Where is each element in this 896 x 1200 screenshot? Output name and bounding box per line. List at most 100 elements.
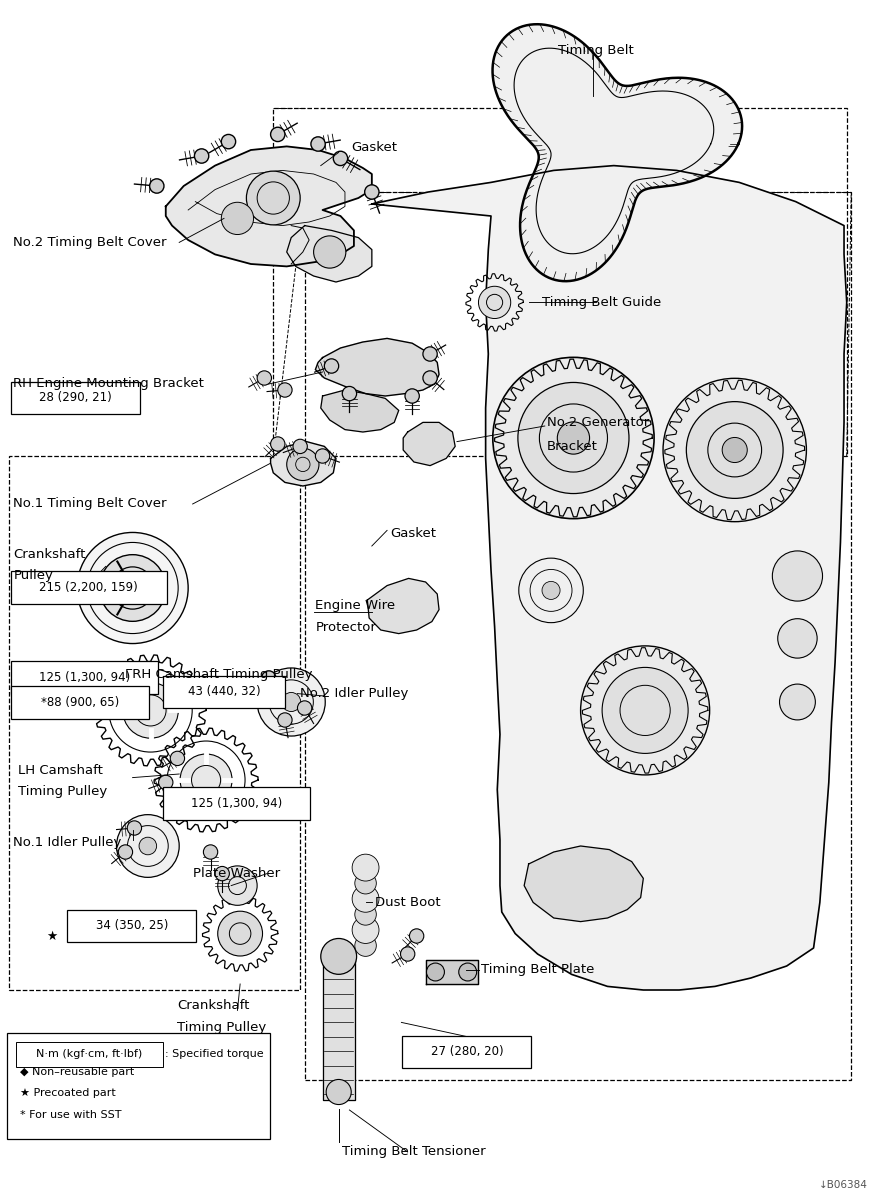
Ellipse shape: [257, 371, 271, 385]
Ellipse shape: [663, 378, 806, 522]
Polygon shape: [287, 226, 372, 282]
Text: No.1 Timing Belt Cover: No.1 Timing Belt Cover: [13, 498, 167, 510]
Ellipse shape: [271, 437, 285, 451]
Ellipse shape: [194, 149, 209, 163]
Ellipse shape: [493, 358, 654, 518]
Text: Timing Pulley: Timing Pulley: [18, 786, 108, 798]
Ellipse shape: [355, 872, 376, 894]
Ellipse shape: [772, 551, 823, 601]
Ellipse shape: [722, 438, 747, 462]
Ellipse shape: [287, 449, 319, 480]
Ellipse shape: [355, 935, 376, 956]
Ellipse shape: [315, 449, 330, 463]
Text: Crankshaft: Crankshaft: [177, 1000, 250, 1012]
Text: LH Camshaft: LH Camshaft: [18, 764, 103, 776]
Ellipse shape: [150, 179, 164, 193]
Ellipse shape: [459, 964, 477, 980]
Ellipse shape: [246, 172, 300, 224]
Text: No.2 Timing Belt Cover: No.2 Timing Belt Cover: [13, 236, 167, 248]
FancyBboxPatch shape: [11, 661, 158, 694]
Text: 43 (440, 32): 43 (440, 32): [187, 685, 261, 698]
Ellipse shape: [780, 684, 815, 720]
Polygon shape: [403, 422, 455, 466]
Ellipse shape: [116, 815, 179, 877]
Text: ★: ★: [47, 930, 57, 942]
Ellipse shape: [170, 751, 185, 766]
Ellipse shape: [557, 422, 590, 454]
Ellipse shape: [409, 929, 424, 943]
Text: Dust Boot: Dust Boot: [375, 896, 440, 908]
Ellipse shape: [423, 371, 437, 385]
Ellipse shape: [352, 886, 379, 912]
Ellipse shape: [326, 1080, 351, 1104]
Ellipse shape: [321, 938, 357, 974]
Ellipse shape: [127, 821, 142, 835]
Ellipse shape: [278, 713, 292, 727]
Ellipse shape: [123, 578, 142, 598]
Text: *88 (900, 65): *88 (900, 65): [40, 696, 119, 709]
Ellipse shape: [352, 854, 379, 881]
Text: * For use with SST: * For use with SST: [20, 1110, 121, 1120]
FancyBboxPatch shape: [11, 382, 140, 414]
Text: Pulley: Pulley: [13, 570, 54, 582]
Text: No.2 Generator: No.2 Generator: [547, 416, 649, 428]
FancyBboxPatch shape: [163, 787, 310, 820]
Text: Engine Wire: Engine Wire: [315, 600, 395, 612]
Ellipse shape: [342, 386, 357, 401]
Polygon shape: [315, 338, 439, 396]
Polygon shape: [166, 146, 372, 266]
Ellipse shape: [324, 359, 339, 373]
Ellipse shape: [139, 838, 157, 854]
Ellipse shape: [218, 866, 257, 905]
Ellipse shape: [281, 692, 301, 712]
Text: Gasket: Gasket: [351, 142, 398, 154]
Ellipse shape: [99, 554, 166, 622]
Ellipse shape: [778, 619, 817, 658]
Text: 125 (1,300, 94): 125 (1,300, 94): [39, 671, 130, 684]
Text: Gasket: Gasket: [390, 528, 435, 540]
Ellipse shape: [311, 137, 325, 151]
Text: 215 (2,200, 159): 215 (2,200, 159): [39, 581, 138, 594]
Ellipse shape: [215, 866, 229, 881]
Text: Bracket: Bracket: [547, 440, 598, 452]
Ellipse shape: [293, 439, 307, 454]
Text: Timing Belt Plate: Timing Belt Plate: [481, 964, 595, 976]
Ellipse shape: [297, 701, 312, 715]
Ellipse shape: [478, 287, 511, 318]
FancyBboxPatch shape: [402, 1036, 531, 1068]
Ellipse shape: [401, 947, 415, 961]
Ellipse shape: [602, 667, 688, 754]
Ellipse shape: [423, 347, 437, 361]
Ellipse shape: [218, 911, 263, 956]
Ellipse shape: [271, 127, 285, 142]
Ellipse shape: [159, 775, 173, 790]
Ellipse shape: [114, 665, 128, 679]
Text: Timing Belt Tensioner: Timing Belt Tensioner: [342, 1146, 486, 1158]
Ellipse shape: [405, 389, 419, 403]
Text: Timing Belt: Timing Belt: [558, 44, 633, 56]
Ellipse shape: [519, 558, 583, 623]
Text: N·m (kgf·cm, ft·lbf): N·m (kgf·cm, ft·lbf): [37, 1049, 142, 1058]
FancyBboxPatch shape: [11, 571, 167, 604]
Ellipse shape: [203, 845, 218, 859]
Ellipse shape: [542, 581, 560, 600]
Ellipse shape: [100, 689, 115, 703]
Text: 34 (350, 25): 34 (350, 25): [96, 919, 168, 932]
Polygon shape: [271, 442, 336, 486]
Ellipse shape: [77, 533, 188, 643]
Ellipse shape: [180, 754, 232, 806]
Ellipse shape: [355, 904, 376, 925]
Text: ◆ Non–reusable part: ◆ Non–reusable part: [20, 1067, 134, 1076]
Ellipse shape: [221, 134, 236, 149]
Polygon shape: [426, 960, 478, 984]
FancyBboxPatch shape: [11, 686, 149, 719]
Text: 28 (290, 21): 28 (290, 21): [39, 391, 112, 404]
Text: Protector: Protector: [315, 622, 376, 634]
Ellipse shape: [118, 845, 133, 859]
Ellipse shape: [278, 383, 292, 397]
Ellipse shape: [221, 203, 254, 234]
Text: Plate Washer: Plate Washer: [193, 868, 280, 880]
Text: 27 (280, 20): 27 (280, 20): [430, 1045, 504, 1058]
Ellipse shape: [686, 402, 783, 498]
Text: Crankshaft: Crankshaft: [13, 548, 86, 560]
